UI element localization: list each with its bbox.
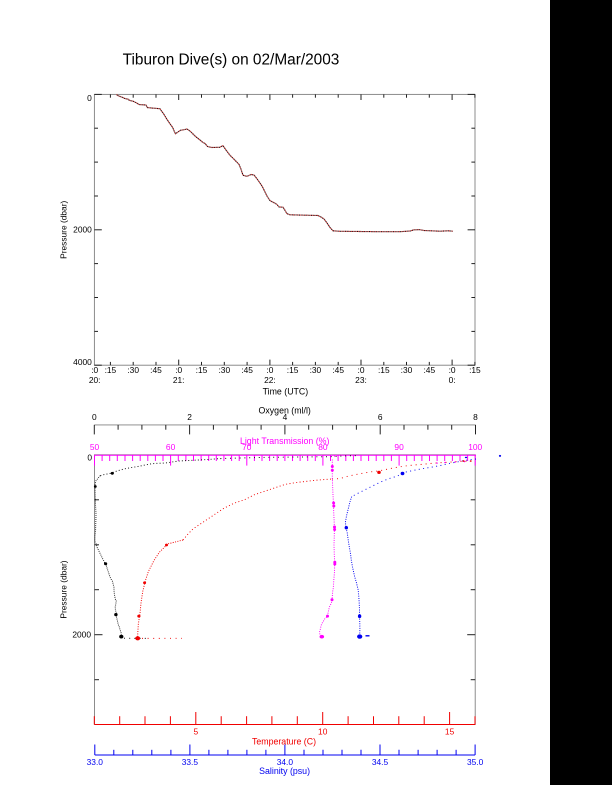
svg-text::15: :15: [196, 365, 208, 375]
svg-text:5: 5: [193, 726, 198, 736]
svg-text:22:: 22:: [264, 375, 276, 385]
svg-text::0: :0: [449, 365, 456, 375]
svg-text:2000: 2000: [73, 225, 92, 235]
svg-text:0:: 0:: [449, 375, 456, 385]
svg-text::15: :15: [378, 365, 390, 375]
svg-text:100: 100: [468, 442, 482, 452]
svg-text::30: :30: [218, 365, 230, 375]
svg-text::45: :45: [150, 365, 162, 375]
svg-text::30: :30: [127, 365, 139, 375]
svg-text:20:: 20:: [89, 375, 101, 385]
svg-text:33.5: 33.5: [182, 757, 199, 767]
svg-text::45: :45: [332, 365, 344, 375]
svg-text:Pressure (dbar): Pressure (dbar): [58, 560, 68, 618]
svg-text:80: 80: [318, 442, 328, 452]
svg-text:33.0: 33.0: [87, 757, 104, 767]
svg-text::45: :45: [423, 365, 435, 375]
svg-text::45: :45: [241, 365, 253, 375]
svg-text::15: :15: [105, 365, 117, 375]
svg-text:2000: 2000: [72, 630, 91, 640]
svg-text:70: 70: [242, 442, 252, 452]
svg-text:23:: 23:: [355, 375, 367, 385]
svg-text:8: 8: [473, 412, 478, 422]
svg-text::0: :0: [91, 365, 98, 375]
svg-text:0: 0: [87, 93, 92, 103]
svg-text:Temperature (C): Temperature (C): [252, 736, 316, 746]
svg-text:0: 0: [92, 412, 97, 422]
svg-text:35.0: 35.0: [467, 757, 484, 767]
svg-text:0: 0: [87, 453, 92, 463]
svg-text::30: :30: [401, 365, 413, 375]
svg-text:6: 6: [378, 412, 383, 422]
svg-text:90: 90: [394, 442, 404, 452]
svg-text:34.5: 34.5: [372, 757, 389, 767]
svg-text:Time (UTC): Time (UTC): [263, 387, 309, 397]
svg-text::15: :15: [469, 365, 481, 375]
svg-text:2: 2: [187, 412, 192, 422]
svg-text:21:: 21:: [173, 375, 185, 385]
svg-text::0: :0: [175, 365, 182, 375]
svg-text:Salinity (psu): Salinity (psu): [259, 766, 310, 776]
svg-text::30: :30: [310, 365, 322, 375]
svg-text:Pressure (dbar): Pressure (dbar): [58, 201, 68, 259]
svg-text:4000: 4000: [73, 357, 92, 367]
svg-text:4: 4: [283, 412, 288, 422]
svg-text::0: :0: [266, 365, 273, 375]
svg-text:Light Transmission (%): Light Transmission (%): [240, 436, 330, 446]
svg-text:10: 10: [318, 726, 328, 736]
svg-text:60: 60: [166, 442, 176, 452]
svg-text:Tiburon Dive(s) on 02/Mar/2003: Tiburon Dive(s) on 02/Mar/2003: [123, 52, 340, 69]
svg-text:15: 15: [445, 726, 455, 736]
svg-text:Oxygen (ml/l): Oxygen (ml/l): [259, 406, 311, 416]
svg-text::15: :15: [287, 365, 299, 375]
svg-text:34.0: 34.0: [277, 757, 294, 767]
svg-text::0: :0: [358, 365, 365, 375]
svg-text:50: 50: [90, 442, 100, 452]
